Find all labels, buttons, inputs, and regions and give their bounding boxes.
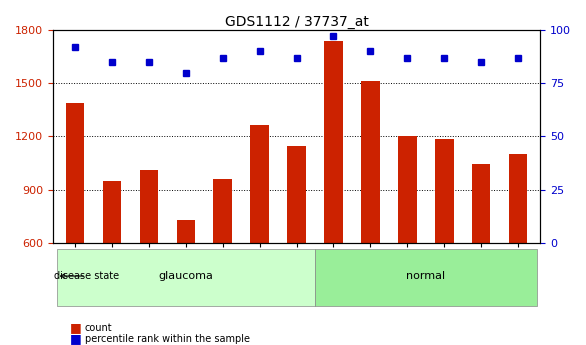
Bar — [509, 154, 527, 243]
Bar — [472, 164, 490, 243]
Bar — [139, 170, 158, 243]
Bar — [361, 81, 380, 243]
Bar — [250, 125, 269, 243]
Text: percentile rank within the sample: percentile rank within the sample — [85, 334, 250, 344]
Bar — [324, 41, 343, 243]
Text: disease state: disease state — [53, 271, 119, 281]
Bar — [66, 103, 84, 243]
Bar — [398, 136, 417, 243]
Bar — [176, 220, 195, 243]
Bar — [287, 146, 306, 243]
Text: normal: normal — [406, 271, 445, 281]
Bar — [435, 139, 454, 243]
FancyBboxPatch shape — [315, 249, 537, 306]
Text: ■: ■ — [70, 332, 82, 345]
Text: ■: ■ — [70, 321, 82, 334]
FancyBboxPatch shape — [56, 249, 315, 306]
Title: GDS1112 / 37737_at: GDS1112 / 37737_at — [224, 15, 369, 29]
Bar — [213, 179, 232, 243]
Bar — [103, 181, 121, 243]
Text: count: count — [85, 323, 113, 333]
Text: glaucoma: glaucoma — [158, 271, 213, 281]
